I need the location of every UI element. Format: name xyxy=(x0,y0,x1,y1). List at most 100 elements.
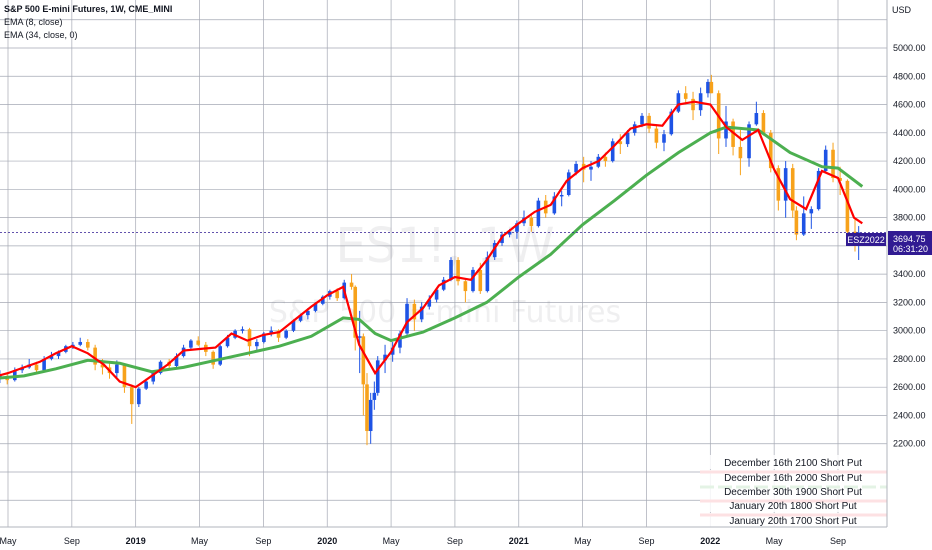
candle-body xyxy=(618,141,623,145)
annotation-label: December 30th 1900 Short Put xyxy=(724,487,862,498)
y-tick-label: 2200.00 xyxy=(893,439,926,449)
y-tick-label: 3000.00 xyxy=(893,326,926,336)
annotations: December 16th 2100 Short Put2100.00Decem… xyxy=(700,455,928,535)
candle-body xyxy=(776,168,781,201)
candle-body xyxy=(56,351,61,357)
annotation-label: January 20th 1700 Short Put xyxy=(729,516,857,527)
candle xyxy=(137,387,141,407)
y-tick-label: 4800.00 xyxy=(893,71,926,81)
candle-body xyxy=(78,341,83,345)
candle xyxy=(122,363,127,393)
candle-body xyxy=(349,282,354,287)
candle xyxy=(419,302,424,323)
candle-body xyxy=(559,194,564,197)
candle xyxy=(662,129,666,152)
watermark-symbol: ES1!, 1W xyxy=(335,218,554,274)
y-axis-background xyxy=(887,0,932,550)
annotation-label: December 16th 2000 Short Put xyxy=(724,473,862,484)
candle xyxy=(776,165,781,211)
candle-body xyxy=(158,361,163,374)
candle xyxy=(463,279,468,303)
x-tick-label: Sep xyxy=(830,536,846,546)
candle-body xyxy=(529,217,534,227)
x-tick-label: May xyxy=(766,536,784,546)
candle xyxy=(654,124,659,149)
candle xyxy=(456,257,460,286)
candle-body xyxy=(151,373,156,382)
candle xyxy=(683,86,688,105)
legend-ema8: EMA (8, close) xyxy=(4,17,63,27)
candle-body xyxy=(574,163,578,173)
candle-body xyxy=(427,299,432,307)
candle-body xyxy=(691,98,695,111)
candle-body xyxy=(794,210,799,235)
candle xyxy=(794,206,799,241)
x-tick-label: May xyxy=(0,536,17,546)
x-axis-background xyxy=(0,527,887,550)
candle-body xyxy=(515,223,519,232)
candle-body xyxy=(647,115,651,129)
x-tick-label: Sep xyxy=(64,536,80,546)
candle-body xyxy=(405,303,409,334)
x-tick-label: Sep xyxy=(638,536,654,546)
candle-body xyxy=(383,354,387,361)
candle-body xyxy=(801,213,806,235)
x-tick-label: May xyxy=(574,536,592,546)
annotation-background xyxy=(700,484,887,498)
candle xyxy=(240,326,245,334)
y-tick-label: 3200.00 xyxy=(893,297,926,307)
candle xyxy=(320,295,325,306)
y-tick-label: 4200.00 xyxy=(893,156,926,166)
candle-body xyxy=(115,364,119,374)
countdown: 06:31:20 xyxy=(893,244,928,254)
y-tick-label: 2600.00 xyxy=(893,382,926,392)
contract-label: ESZ2022 xyxy=(847,235,885,245)
candle-body xyxy=(449,260,453,280)
candle-body xyxy=(240,329,245,331)
ema8-line xyxy=(0,100,863,389)
candle-body xyxy=(13,370,17,381)
candle xyxy=(618,134,623,154)
x-tick-label: May xyxy=(383,536,401,546)
candle xyxy=(610,138,615,163)
y-tick-label: 4600.00 xyxy=(893,100,926,110)
candle xyxy=(754,101,759,126)
candle-body xyxy=(211,351,215,365)
watermark: ES1!, 1W S&P 500 E-mini Futures xyxy=(269,218,621,330)
candle-body xyxy=(284,330,288,338)
x-tick-label: Sep xyxy=(447,536,463,546)
candle-body xyxy=(100,364,105,368)
candle-body xyxy=(831,149,835,179)
watermark-name: S&P 500 E-mini Futures xyxy=(269,295,621,330)
candle-body xyxy=(313,303,318,311)
candle xyxy=(78,337,83,347)
candle xyxy=(529,213,534,232)
candle xyxy=(801,196,806,236)
candle-body xyxy=(144,381,148,389)
candle xyxy=(845,179,850,239)
candle xyxy=(647,113,651,133)
candle-body xyxy=(669,111,674,135)
candle xyxy=(405,298,409,335)
candle-body xyxy=(49,356,54,359)
candle-body xyxy=(419,306,424,320)
candle-body xyxy=(291,320,296,331)
candle xyxy=(676,90,681,114)
candles xyxy=(0,74,861,446)
x-tick-label: 2020 xyxy=(317,536,337,546)
candle xyxy=(716,90,721,154)
candle xyxy=(196,336,201,347)
candle-body xyxy=(731,121,735,147)
candle xyxy=(375,356,380,396)
candle-body xyxy=(485,257,490,292)
candle-body xyxy=(838,178,842,181)
candle xyxy=(284,329,288,340)
y-tick-label: 4000.00 xyxy=(893,184,926,194)
candle-body xyxy=(816,170,821,210)
x-tick-label: 2019 xyxy=(126,536,146,546)
candle xyxy=(731,118,735,156)
candle xyxy=(471,267,475,293)
y-axis: USD 2200.00 2400.00 2600.00 2800.00 3000.00 32… xyxy=(886,0,932,550)
candle xyxy=(218,344,223,366)
